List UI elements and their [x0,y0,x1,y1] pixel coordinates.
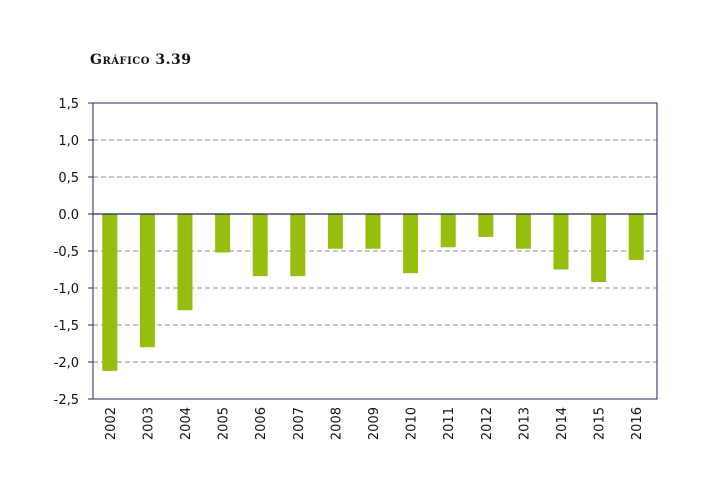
bars [102,214,644,371]
x-tick-label: 2008 [329,407,344,440]
x-tick-label: 2011 [442,407,457,440]
bar-2007 [290,214,306,277]
grid-lines [93,139,657,363]
axes [88,102,658,400]
y-tick-label: -0,5 [54,245,79,260]
x-tick-label: 2007 [292,407,307,440]
y-tick-label: -1,0 [54,282,79,297]
bar-2003 [139,214,155,348]
x-tick-label: 2015 [593,407,608,440]
x-tick-label: 2010 [405,407,420,440]
bar-2002 [102,214,118,371]
x-tick-label: 2006 [254,407,269,440]
bar-2011 [440,214,456,248]
x-tick-label: 2009 [367,407,382,440]
y-tick-label: -2,5 [54,393,79,408]
y-tick-label: -1,5 [54,319,79,334]
x-tick-label: 2004 [179,407,194,440]
bar-2010 [403,214,419,274]
x-tick-label: 2012 [480,407,495,440]
y-tick-label: -2,0 [54,356,79,371]
y-tick-label: 0.0 [58,208,79,223]
x-tick-label: 2003 [141,407,156,440]
x-tick-label: 2014 [555,407,570,440]
bar-2012 [478,214,494,237]
x-tick-label: 2016 [630,407,645,440]
bar-2013 [515,214,531,249]
y-tick-label: 1,0 [58,134,79,149]
chart-title: Gráfico 3.39 [90,52,192,68]
y-tick-label: 0,5 [58,171,79,186]
bar-2016 [628,214,644,260]
bar-2009 [365,214,381,249]
x-tick-label: 2005 [217,407,232,440]
plot-frame [92,102,658,400]
bar-2005 [215,214,231,253]
bar-2015 [591,214,607,283]
y-tick-label: 1,5 [58,97,79,112]
bar-2006 [252,214,268,277]
bar-2014 [553,214,569,270]
bar-2004 [177,214,193,311]
y-tick-labels: 1,5 1,0 0,5 0.0 -0,5 -1,0 -1,5 -2,0 -2,5 [54,97,79,408]
bar-2008 [327,214,343,249]
x-tick-label: 2013 [517,407,532,440]
x-tick-label: 2002 [104,407,119,440]
x-tick-labels: 2002 2003 2004 2005 2006 2007 2008 2009 2010 2011… [104,407,645,440]
